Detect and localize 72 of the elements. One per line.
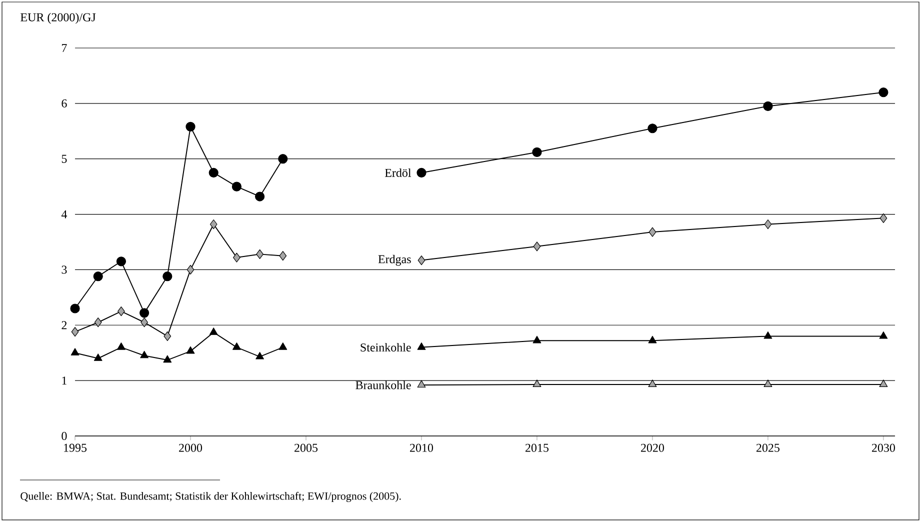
- x-tick-label: 2000: [179, 444, 202, 452]
- point: [210, 219, 218, 230]
- point: [879, 380, 888, 387]
- point: [648, 124, 658, 134]
- series-label: Steinkohle: [360, 343, 411, 352]
- point: [233, 252, 240, 262]
- point: [94, 318, 102, 328]
- point: [764, 380, 772, 387]
- x-tick-label: 2025: [756, 444, 780, 452]
- point: [880, 213, 888, 223]
- point: [232, 182, 242, 192]
- x-tick-label: 2015: [526, 444, 549, 452]
- point: [532, 147, 542, 157]
- point: [140, 318, 148, 328]
- point: [278, 342, 288, 350]
- point: [232, 342, 241, 350]
- point: [278, 154, 288, 164]
- source-note: Quelle: BMWA; Stat. Bundesamt; Statistik der Kohlewirtschaft; EWI/prognos (2005).: [20, 492, 401, 502]
- point: [648, 336, 657, 344]
- series-label: Erdöl: [384, 168, 412, 177]
- point: [417, 380, 426, 388]
- point: [763, 101, 773, 111]
- x-tick-label: 2030: [872, 444, 895, 452]
- point: [256, 249, 264, 259]
- point: [163, 355, 172, 363]
- point: [532, 380, 542, 387]
- point: [186, 264, 194, 275]
- x-tick-label: 2005: [294, 444, 318, 452]
- point: [94, 354, 102, 361]
- y-tick-label: 7: [62, 44, 67, 52]
- point: [279, 251, 287, 261]
- point: [162, 272, 172, 282]
- point: [140, 308, 150, 318]
- point: [117, 342, 126, 350]
- point: [70, 304, 80, 314]
- point: [209, 328, 218, 335]
- point: [118, 306, 125, 316]
- y-tick-label: 0: [62, 432, 67, 440]
- point: [186, 122, 196, 132]
- x-tick-label: 1995: [64, 444, 87, 452]
- point: [879, 331, 888, 339]
- y-tick-label: 1: [62, 376, 67, 385]
- y-axis-title: EUR (2000)/GJ: [20, 12, 96, 24]
- point: [648, 380, 657, 387]
- point: [255, 192, 265, 202]
- point: [533, 242, 541, 252]
- y-tick-label: 3: [62, 266, 67, 274]
- point: [93, 272, 103, 282]
- point: [648, 227, 656, 237]
- series-label: Erdgas: [378, 254, 411, 266]
- point: [116, 256, 126, 266]
- point: [208, 168, 218, 178]
- y-tick-label: 4: [61, 210, 68, 218]
- point: [878, 88, 888, 98]
- point: [532, 336, 542, 344]
- y-tick-label: 6: [62, 99, 67, 108]
- point: [70, 348, 80, 356]
- point: [256, 352, 264, 360]
- x-tick-label: 2010: [410, 444, 434, 452]
- point: [71, 326, 79, 337]
- point: [764, 219, 772, 230]
- point: [418, 255, 426, 266]
- point: [416, 168, 426, 178]
- point: [186, 346, 195, 354]
- point: [764, 331, 772, 339]
- y-tick-label: 5: [62, 154, 67, 163]
- point: [164, 331, 172, 342]
- series-label: Braunkohle: [356, 380, 411, 390]
- x-tick-label: 2020: [641, 444, 664, 452]
- point: [140, 350, 149, 358]
- point: [417, 342, 426, 350]
- y-tick-label: 2: [62, 321, 67, 330]
